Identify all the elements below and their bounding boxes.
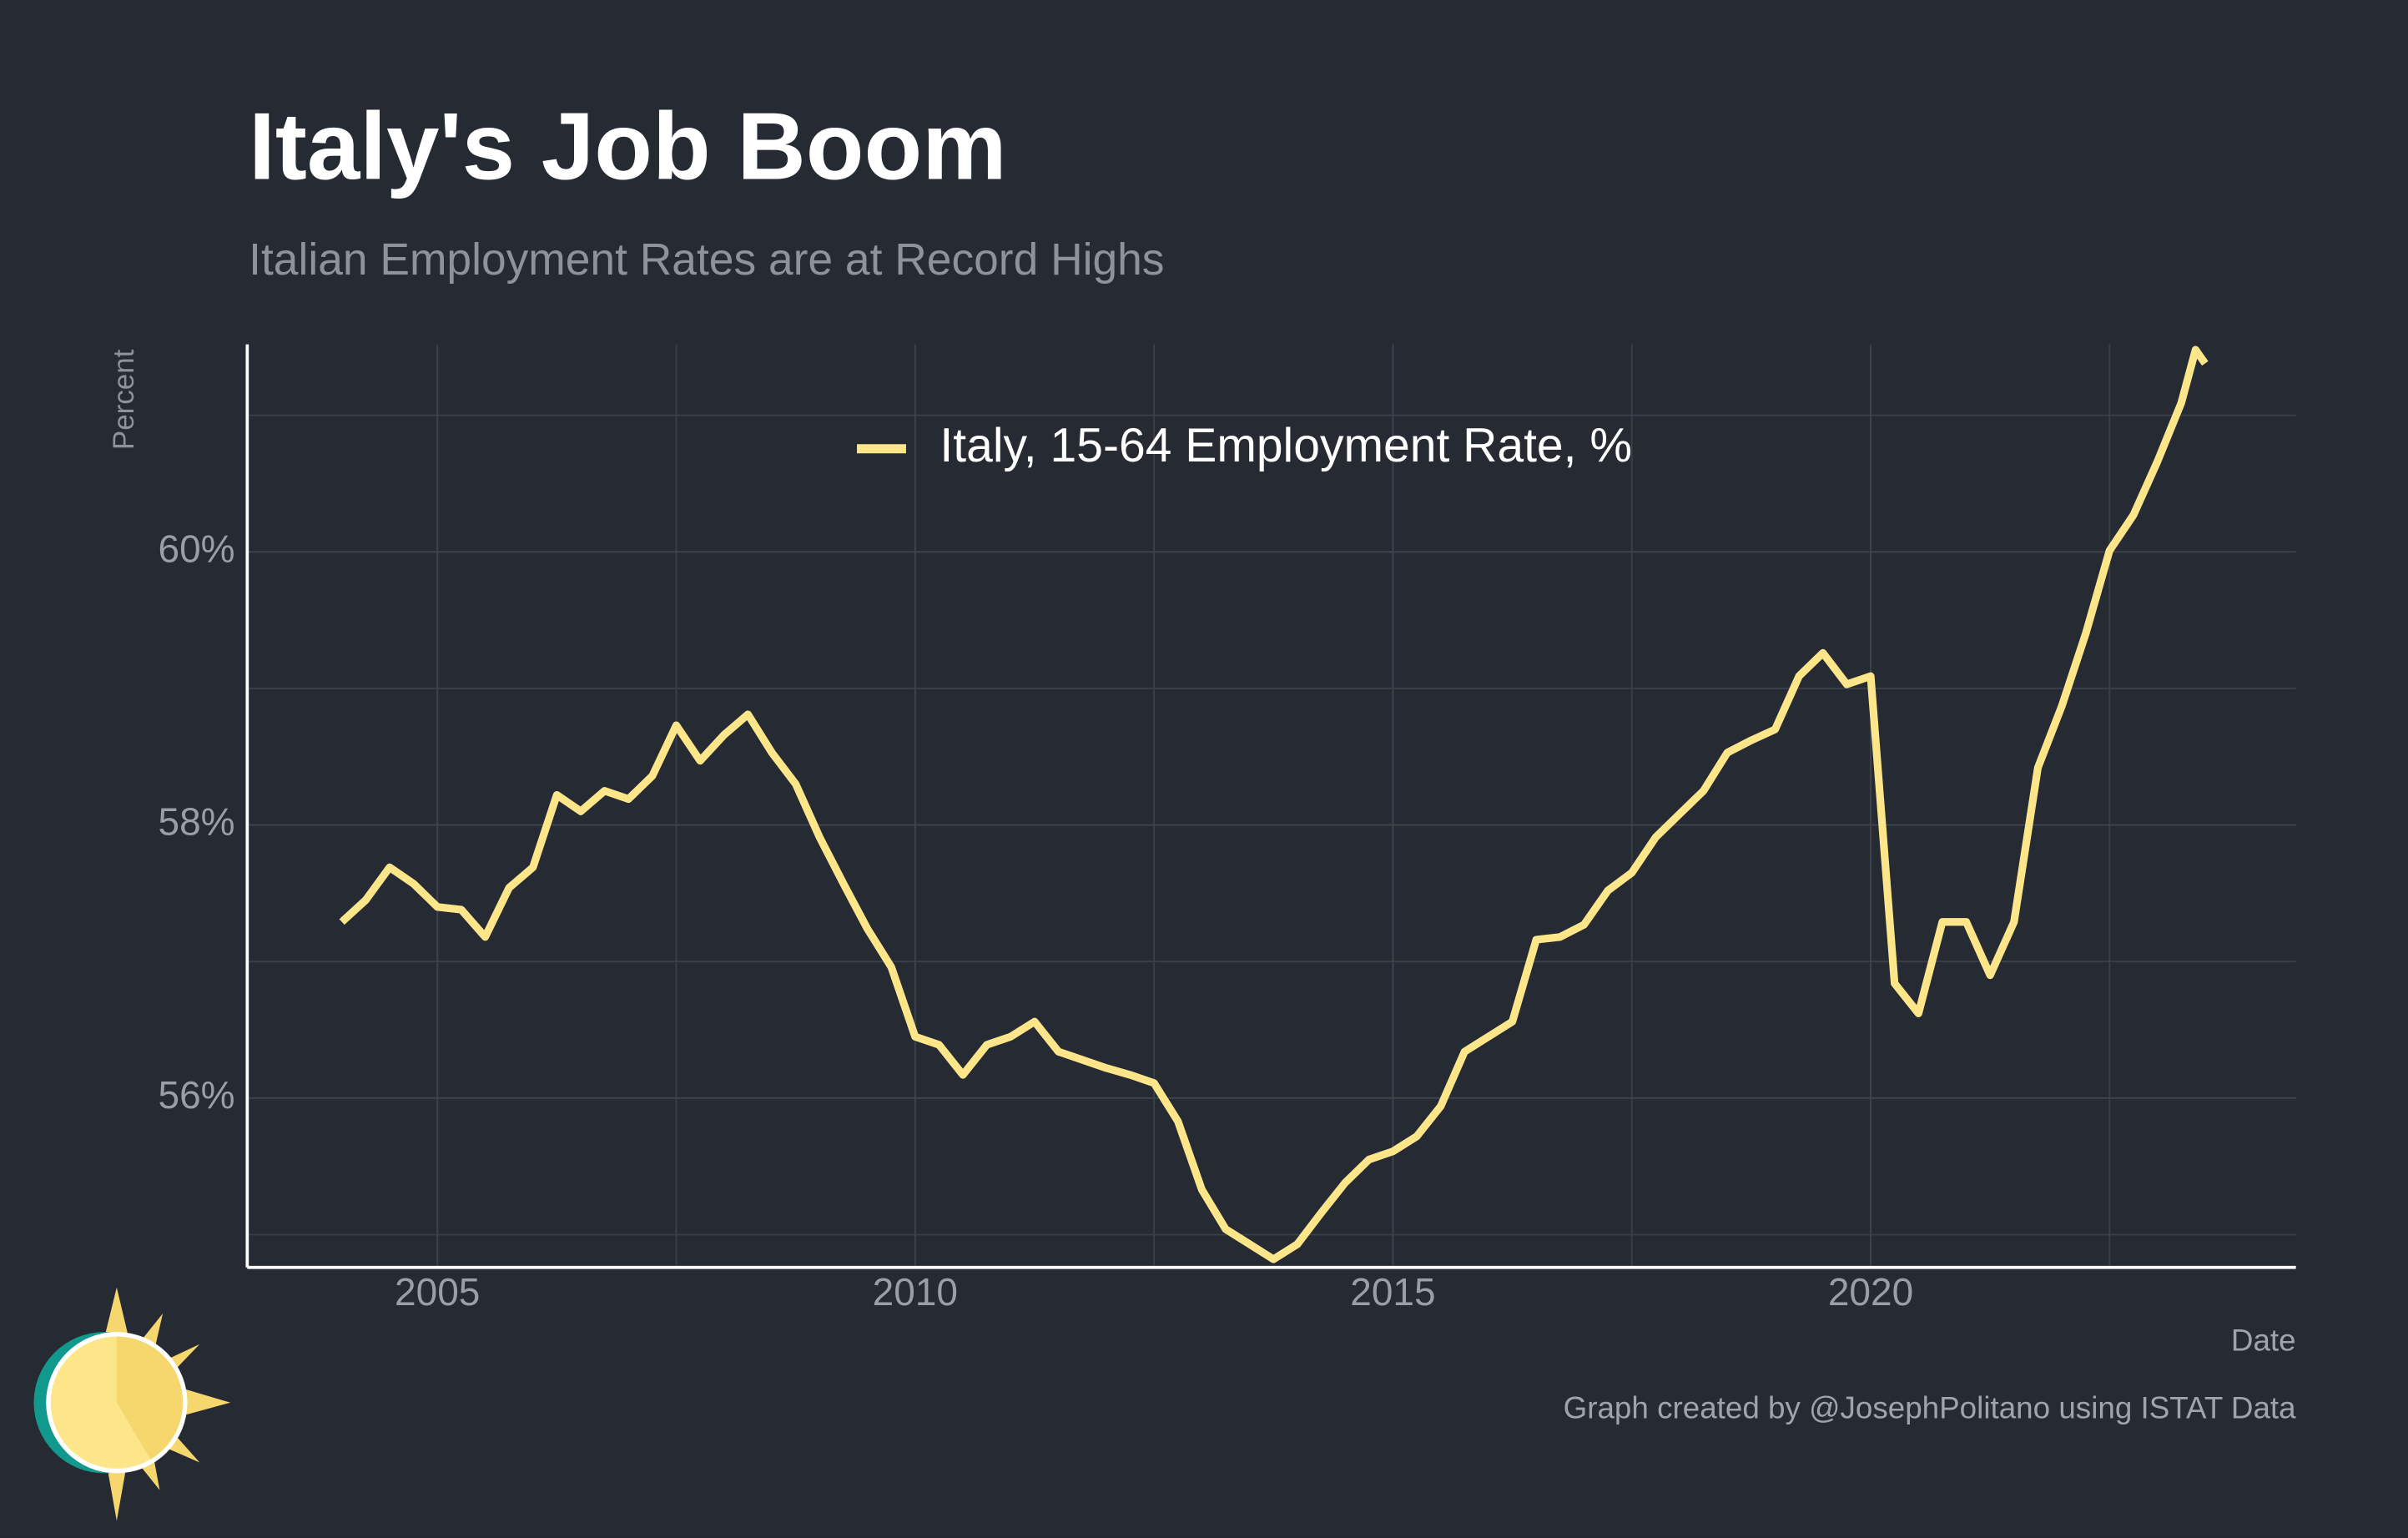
x-tick-label: 2015 xyxy=(1350,1270,1435,1314)
plot: 56% 58% 60% 2005 2010 2015 2020 Italy, 15-64 Em… xyxy=(159,344,2296,1314)
caption: Graph created by @JosephPolitano using I… xyxy=(1564,1391,2297,1425)
y-axis-label: Percent xyxy=(108,349,140,450)
y-tick-label: 56% xyxy=(159,1073,235,1117)
chart-subtitle: Italian Employment Rates are at Record H… xyxy=(249,235,1164,285)
logo xyxy=(33,1287,231,1521)
x-axis-label: Date xyxy=(2231,1324,2296,1358)
x-tick-label: 2010 xyxy=(873,1270,958,1314)
legend-label: Italy, 15-64 Employment Rate, % xyxy=(940,419,1632,472)
data-line xyxy=(339,345,2209,1263)
y-tick-label: 58% xyxy=(159,800,235,844)
y-tick-label: 60% xyxy=(159,527,235,570)
x-tick-label: 2005 xyxy=(395,1270,480,1314)
chart-title: Italy's Job Boom xyxy=(249,93,1006,199)
x-tick-label: 2020 xyxy=(1828,1270,1913,1314)
